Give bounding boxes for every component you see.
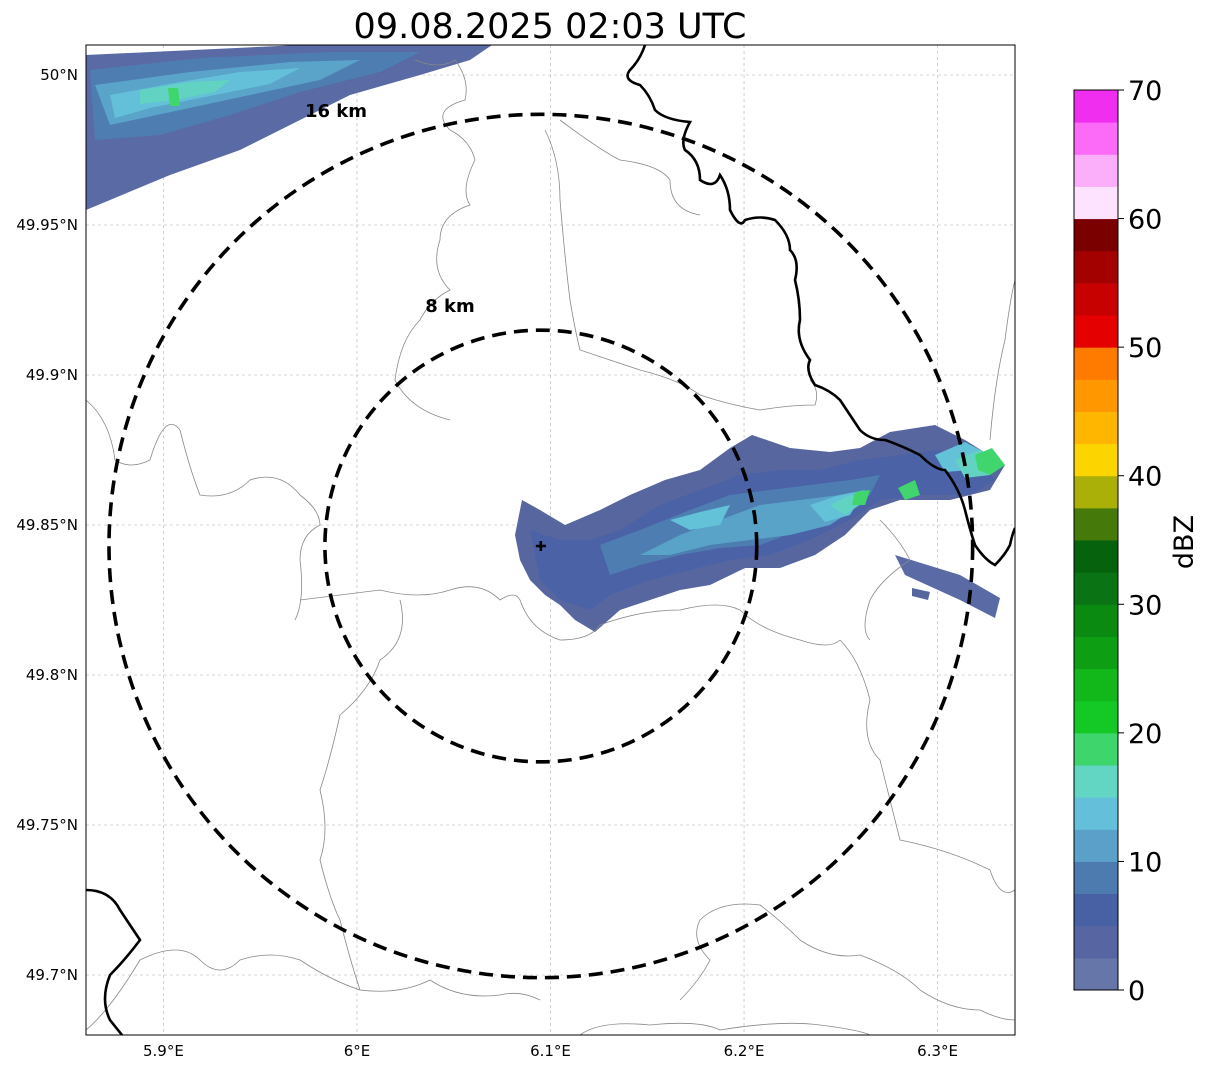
colorbar-segment	[1074, 443, 1118, 477]
ring-label-16km: 16 km	[305, 101, 367, 122]
colorbar-segment	[1074, 540, 1118, 573]
colorbar-segment	[1074, 572, 1118, 605]
colorbar-segment	[1074, 507, 1118, 541]
map-axis-ticks: 5.9°E 6°E 6.1°E 6.2°E 6.3°E 50°N 49.95°N 49.9°N…	[16, 66, 958, 1060]
colorbar-tick-label: 60	[1128, 205, 1162, 236]
x-tick-label: 5.9°E	[143, 1042, 184, 1060]
colorbar-segment	[1074, 957, 1118, 991]
colorbar-segment	[1074, 218, 1118, 252]
colorbar-segment	[1074, 250, 1118, 284]
major-border	[86, 45, 1015, 1035]
range-rings	[107, 112, 975, 980]
colorbar-segment	[1074, 732, 1118, 766]
colorbar-label: dBZ	[1169, 515, 1200, 569]
colorbar-segment	[1074, 797, 1118, 830]
y-tick-label: 49.85°N	[16, 516, 78, 534]
colorbar-segment	[1074, 347, 1118, 380]
x-tick-label: 6.1°E	[530, 1042, 571, 1060]
colorbar: 0 10 20 30 40 50 60 70 dBZ	[1073, 76, 1200, 1007]
colorbar-tick-label: 10	[1128, 847, 1162, 878]
y-tick-label: 49.9°N	[26, 366, 78, 384]
map-frame	[85, 44, 1016, 1036]
colorbar-tick-label: 70	[1128, 76, 1162, 107]
colorbar-segment	[1074, 861, 1118, 895]
colorbar-segment	[1074, 604, 1118, 637]
colorbar-segment	[1074, 379, 1118, 412]
echo-band-northwest	[86, 45, 492, 210]
colorbar-segment	[1074, 90, 1118, 123]
colorbar-tick-label: 0	[1128, 976, 1145, 1007]
colorbar-segment	[1074, 475, 1118, 509]
colorbar-segment	[1074, 700, 1118, 734]
colorbar-segment	[1074, 186, 1118, 220]
map-title: 09.08.2025 02:03 UTC	[354, 7, 747, 47]
colorbar-frame	[1073, 89, 1119, 991]
colorbar-tick-label: 40	[1128, 462, 1162, 493]
x-tick-label: 6.2°E	[724, 1042, 765, 1060]
x-tick-label: 6°E	[344, 1042, 371, 1060]
y-tick-label: 49.8°N	[26, 666, 78, 684]
colorbar-tick-label: 50	[1128, 333, 1162, 364]
radar-site-marker	[535, 541, 546, 551]
ring-label-8km: 8 km	[425, 296, 475, 317]
colorbar-segment	[1074, 765, 1118, 798]
radar-site-cross	[535, 541, 546, 551]
colorbar-tick-label: 30	[1128, 590, 1162, 621]
range-ring-8km	[323, 328, 759, 764]
colorbar-ticks: 0 10 20 30 40 50 60 70	[1118, 76, 1162, 1007]
country-borders	[86, 59, 1015, 1035]
colorbar-tick-label: 20	[1128, 719, 1162, 750]
colorbar-segment	[1074, 636, 1118, 670]
y-tick-label: 49.75°N	[16, 816, 78, 834]
range-ring-16km	[107, 112, 975, 980]
colorbar-segment	[1074, 411, 1118, 445]
colorbar-segment	[1074, 154, 1118, 187]
colorbar-segment	[1074, 315, 1118, 348]
echo-band-central	[515, 425, 1005, 632]
y-tick-label: 49.95°N	[16, 216, 78, 234]
colorbar-segment	[1074, 282, 1118, 316]
colorbar-segments	[1074, 90, 1118, 991]
map-panel: 8 km 16 km 5.9°E 6°E 6.1°E 6.2°E 6.3°E 50°N 49…	[16, 44, 1016, 1060]
colorbar-segment	[1074, 893, 1118, 927]
x-tick-label: 6.3°E	[917, 1042, 958, 1060]
colorbar-segment	[1074, 668, 1118, 702]
colorbar-segment	[1074, 925, 1118, 959]
colorbar-segment	[1074, 829, 1118, 862]
y-tick-label: 49.7°N	[26, 966, 78, 984]
colorbar-segment	[1074, 122, 1118, 155]
y-tick-label: 50°N	[40, 66, 78, 84]
